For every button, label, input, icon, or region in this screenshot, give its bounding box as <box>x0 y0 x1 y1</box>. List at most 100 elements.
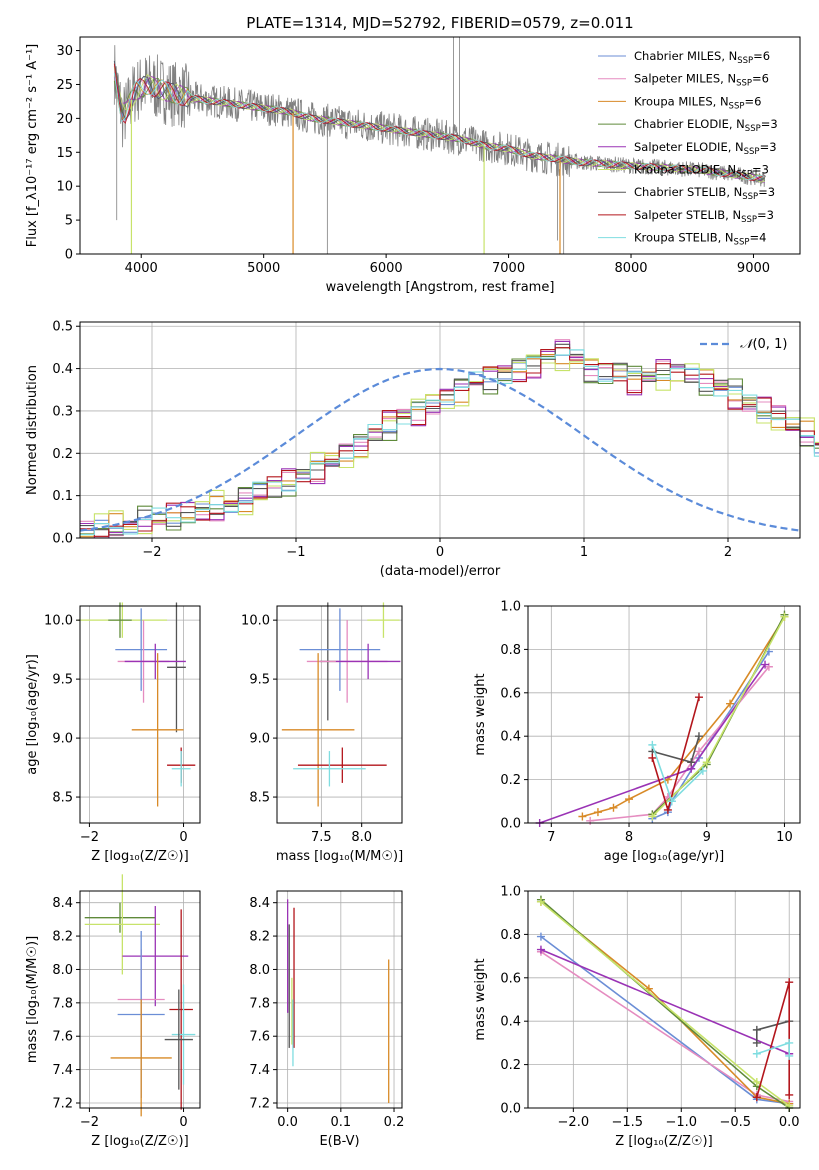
y-tick-label: 5 <box>65 214 73 229</box>
weight-series-line <box>651 614 786 815</box>
y-tick-label: 0.2 <box>500 1058 521 1073</box>
y-axis-label: Normed distribution <box>25 365 40 495</box>
x-axis-label: E(B-V) <box>319 1134 359 1149</box>
x-axis-label: age [log₁₀(age/yr)] <box>604 849 725 864</box>
axes-frame <box>276 890 403 1109</box>
y-tick-label: 7.4 <box>249 1063 270 1078</box>
y-tick-label: 0.6 <box>500 686 521 701</box>
x-axis-label: wavelength [Angstrom, rest frame] <box>326 280 555 295</box>
weight-series-line <box>540 951 790 1103</box>
z-weight-panel: −2.0 −1.5 −1.0 −0.5 0.0 0.0 0.2 0.4 0.6 0.8 1.0 Z [… <box>473 885 801 1149</box>
weight-point-marker <box>752 1077 761 1086</box>
normal-reference-curve <box>79 367 801 532</box>
y-tick-label: 8.2 <box>249 930 270 945</box>
weight-point-marker <box>625 795 634 804</box>
legend-entry: Chabrier STELIB, NSSP=3 <box>634 185 775 202</box>
histogram-series <box>80 354 819 538</box>
histogram-series <box>80 354 819 536</box>
weight-point-marker <box>752 1093 761 1102</box>
y-tick-label: 0.2 <box>52 447 73 462</box>
y-tick-label: 7.6 <box>52 1030 73 1045</box>
x-tick-label: 6000 <box>370 261 403 276</box>
weight-point-marker <box>785 1090 794 1099</box>
y-tick-label: 9.0 <box>249 732 270 747</box>
weight-point-marker <box>648 740 657 749</box>
y-tick-label: 0.2 <box>500 773 521 788</box>
axes-frame <box>79 890 201 1109</box>
x-tick-label: −1.5 <box>612 1115 644 1130</box>
weight-point-marker <box>752 1038 761 1047</box>
weight-point-marker <box>694 747 703 756</box>
histogram-series <box>80 347 819 535</box>
y-tick-label: 30 <box>56 44 73 59</box>
x-tick-label: 0 <box>436 545 444 560</box>
y-tick-label: 7.2 <box>52 1096 73 1111</box>
weight-series-line <box>590 666 770 822</box>
weight-series-line <box>756 1041 790 1056</box>
model-fit-line <box>113 72 765 181</box>
x-tick-label: 5000 <box>247 261 280 276</box>
x-tick-label: 9 <box>703 830 711 845</box>
weight-point-marker <box>752 1049 761 1058</box>
weight-series-line <box>756 981 790 1098</box>
y-tick-label: 8.0 <box>52 963 73 978</box>
weight-point-marker <box>752 1025 761 1034</box>
x-axis-label: Z [log₁₀(Z/Z☉)] <box>91 849 188 864</box>
x-tick-label: 0.1 <box>330 1115 351 1130</box>
weight-point-marker <box>726 699 735 708</box>
weight-point-marker <box>702 758 711 767</box>
residuals-panel: −2 −1 0 1 2 0.0 0.1 0.2 0.3 0.4 0.5 (data-model)/er… <box>25 320 819 579</box>
y-tick-label: 8.2 <box>52 930 73 945</box>
x-tick-label: 9000 <box>737 261 770 276</box>
x-tick-label: −2 <box>142 545 161 560</box>
model-fit-line <box>113 60 765 182</box>
x-tick-label: −2 <box>80 830 99 845</box>
y-tick-label: 0 <box>65 248 73 263</box>
x-tick-label: −2 <box>80 1115 99 1130</box>
legend-entry: Salpeter ELODIE, NSSP=3 <box>634 140 777 157</box>
weight-point-marker <box>785 1038 794 1047</box>
weight-point-marker <box>536 945 545 954</box>
histogram-series <box>80 349 819 536</box>
x-tick-label: 8 <box>625 830 633 845</box>
x-tick-label: 0.0 <box>277 1115 298 1130</box>
legend-entry: Chabrier ELODIE, NSSP=3 <box>634 117 778 134</box>
y-tick-label: 9.5 <box>249 673 270 688</box>
weight-point-marker <box>694 693 703 702</box>
weight-point-marker <box>780 612 789 621</box>
weight-point-marker <box>593 808 602 817</box>
z-age-panel: −2 0 8.5 9.0 9.5 10.0 Z [log₁₀(Z/Z☉)] age [log₁… <box>25 602 201 864</box>
y-tick-label: 7.2 <box>249 1096 270 1111</box>
y-tick-label: 0.0 <box>500 817 521 832</box>
y-axis-label: age [log₁₀(age/yr)] <box>25 654 40 775</box>
axes-frame <box>79 36 801 255</box>
weight-point-marker <box>648 812 657 821</box>
legend-entry: Salpeter MILES, NSSP=6 <box>634 72 769 89</box>
mass-age-panel: 7.5 8.0 8.5 9.0 9.5 10.0 mass [log₁₀(M/M☉)] <box>241 602 403 864</box>
axes-frame <box>79 605 201 824</box>
x-tick-label: 4000 <box>125 261 158 276</box>
weight-point-marker <box>761 660 770 669</box>
y-tick-label: 7.6 <box>249 1030 270 1045</box>
x-tick-label: −1.0 <box>665 1115 697 1130</box>
y-axis-label: mass weight <box>473 673 488 755</box>
weight-point-marker <box>536 932 545 941</box>
observed-spectrum <box>113 45 767 187</box>
legend-entry: Kroupa ELODIE, NSSP=3 <box>634 163 769 180</box>
legend-entry: Kroupa MILES, NSSP=6 <box>634 94 761 111</box>
y-tick-label: 9.5 <box>52 673 73 688</box>
weight-point-marker <box>667 797 676 806</box>
y-tick-label: 0.6 <box>500 971 521 986</box>
y-tick-label: 7.8 <box>52 996 73 1011</box>
spectrum-plot-area <box>113 37 767 254</box>
weight-series-line <box>540 948 790 1055</box>
x-tick-label: 7.5 <box>311 830 332 845</box>
y-tick-label: 0.8 <box>500 643 521 658</box>
y-tick-label: 0.1 <box>52 489 73 504</box>
x-tick-label: 0.2 <box>384 1115 405 1130</box>
y-tick-label: 0.0 <box>500 1102 521 1117</box>
y-tick-label: 10.0 <box>241 614 270 629</box>
x-tick-label: 0.0 <box>779 1115 800 1130</box>
x-axis-label: Z [log₁₀(Z/Z☉)] <box>91 1134 188 1149</box>
